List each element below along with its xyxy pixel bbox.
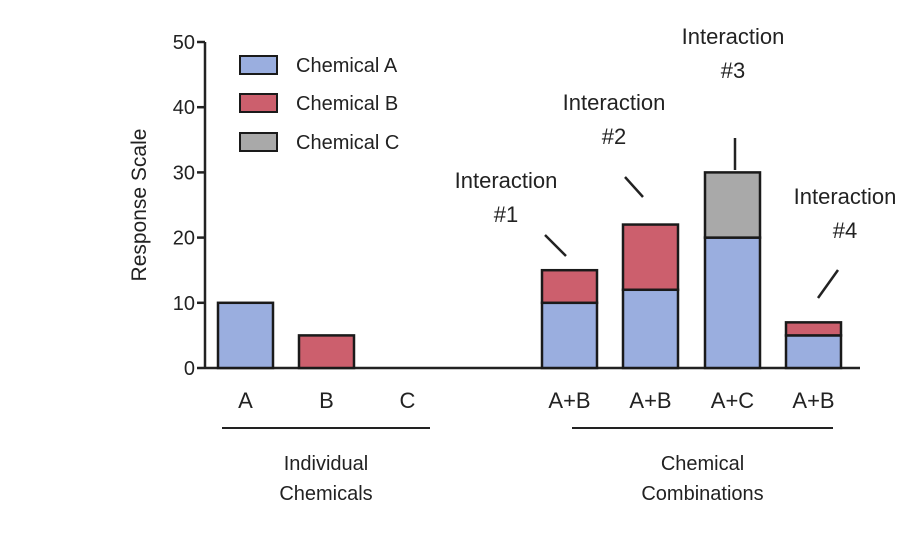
group-labels: Individual Chemicals Chemical Combinations xyxy=(222,427,833,505)
bar-segment-chemical-b xyxy=(540,268,599,305)
bar-segment-chemical-a xyxy=(216,301,275,370)
legend-swatch xyxy=(239,55,278,75)
x-tick-label: C xyxy=(400,388,416,413)
y-tick-label: 40 xyxy=(173,97,195,119)
x-tick-label: A+C xyxy=(711,388,755,413)
bar-segment-chemical-b xyxy=(784,321,843,337)
annotation-number: #1 xyxy=(494,202,518,227)
annotation-pointer xyxy=(816,269,840,299)
annotation-title: Interaction xyxy=(682,24,785,49)
group-label-line1: Chemical xyxy=(661,453,744,475)
y-tick-label: 0 xyxy=(184,358,195,380)
y-tick-label: 30 xyxy=(173,162,195,184)
y-tick-label: 50 xyxy=(173,32,195,54)
bar-segment-chemical-b xyxy=(297,334,356,370)
x-tick-label: B xyxy=(319,388,334,413)
group-label-line2: Combinations xyxy=(641,483,763,505)
bar-segment-chemical-a xyxy=(784,334,843,370)
legend-swatch xyxy=(239,93,278,113)
annotation-number: #3 xyxy=(721,58,745,83)
axes: 0 10 20 30 40 50 A B C A+B A+B A+C A+B xyxy=(173,32,860,413)
x-tick-label: A+B xyxy=(629,388,671,413)
annotation-pointer xyxy=(544,234,567,257)
legend-label: Chemical C xyxy=(296,132,399,154)
annotation-number: #4 xyxy=(833,218,857,243)
annotation-title: Interaction xyxy=(455,168,558,193)
bar-segment-chemical-a xyxy=(540,301,599,370)
legend-label: Chemical B xyxy=(296,93,398,115)
x-tick-label: A+B xyxy=(792,388,834,413)
legend-swatch xyxy=(239,132,278,152)
x-tick-label: A+B xyxy=(548,388,590,413)
y-axis-title: Response Scale xyxy=(128,129,151,282)
group-label-line2: Chemicals xyxy=(279,483,372,505)
bar-segment-chemical-c xyxy=(703,171,762,239)
x-tick-label: A xyxy=(238,388,253,413)
annotations: Interaction #1 Interaction #2 Interaction #3 I… xyxy=(455,24,897,299)
y-tick-label: 10 xyxy=(173,293,195,315)
group-label-line1: Individual xyxy=(284,453,369,475)
bars xyxy=(216,171,843,370)
annotation-title: Interaction xyxy=(563,90,666,115)
y-tick-label: 20 xyxy=(173,228,195,250)
annotation-title: Interaction xyxy=(794,184,897,209)
legend: Chemical A Chemical B Chemical C xyxy=(239,55,399,154)
annotation-pointer xyxy=(624,176,644,198)
bar-segment-chemical-a xyxy=(703,236,762,370)
legend-label: Chemical A xyxy=(296,55,398,77)
annotation-number: #2 xyxy=(602,124,626,149)
bar-segment-chemical-a xyxy=(621,288,680,370)
bar-segment-chemical-b xyxy=(621,223,680,292)
